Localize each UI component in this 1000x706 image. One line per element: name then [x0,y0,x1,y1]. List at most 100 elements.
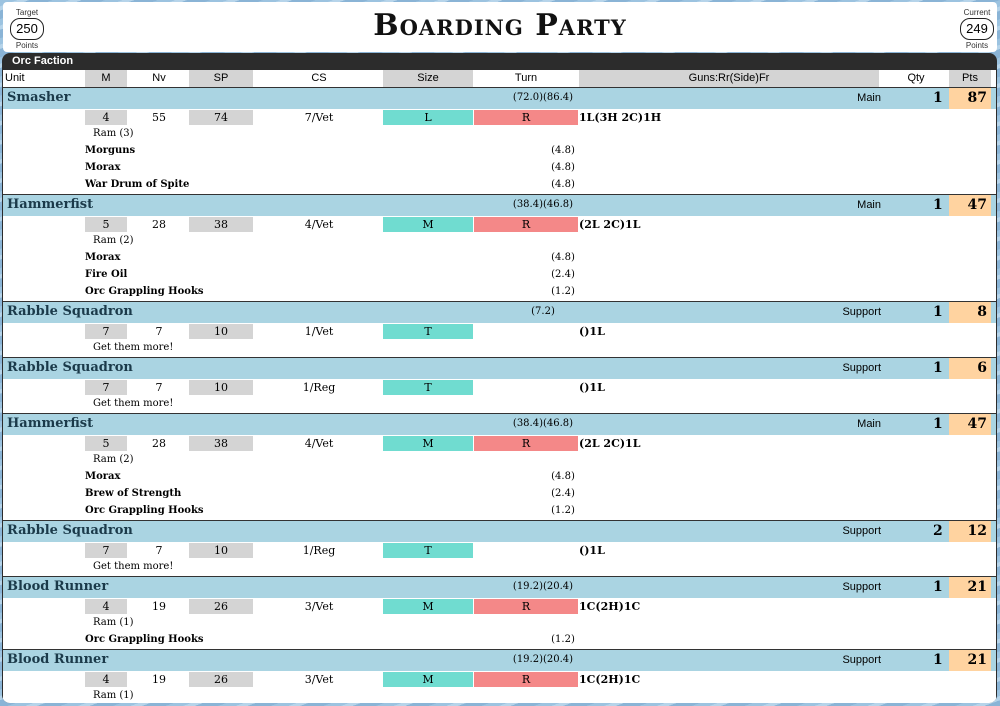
unit-header[interactable]: Rabble Squadron (7.2) Support 1 8 [3,302,996,323]
upgrade-label: Brew of Strength [85,488,182,499]
stat-guns: ()1L [579,325,605,338]
unit-list: Smasher (72.0)(86.4) Main 1 87 4 55 74 7/Vet L R 1L… [3,88,996,703]
unit-role: Main [857,199,881,211]
stat-nv: 7 [155,325,163,338]
upgrade-line: Get them more! [3,340,996,357]
upgrade-cost: (2.4) [551,488,575,499]
unit-stats: 4 19 26 3/Vet M R 1C(2H)1C [3,671,996,688]
unit-cost: (19.2)(20.4) [512,654,574,665]
upgrade-label: Ram (1) [93,617,134,628]
roster-table: Unit M Nv SP CS Size Turn Guns:Rr(Side)F… [3,70,996,703]
unit-points: 21 [949,650,991,671]
unit-role: Support [842,654,881,666]
unit-qty[interactable]: 1 [933,579,943,595]
unit-entry[interactable]: Rabble Squadron Support 2 12 7 7 10 1/Reg T ()1L G… [3,521,996,577]
stat-sp: 10 [189,380,253,395]
unit-qty[interactable]: 1 [933,416,943,432]
col-qty: Qty [907,72,925,84]
upgrade-line: Ram (2) [3,233,996,250]
unit-header[interactable]: Hammerfist (38.4)(46.8) Main 1 47 [3,195,996,216]
stat-sp: 10 [189,324,253,339]
stat-sp: 10 [189,543,253,558]
unit-cost: (72.0)(86.4) [512,92,574,103]
stat-turn: R [474,599,578,614]
stat-cs: 3/Vet [304,600,334,613]
unit-role: Main [857,92,881,104]
unit-name[interactable]: Rabble Squadron [7,360,133,375]
target-unit: Points [15,41,39,50]
stat-guns: 1C(2H)1C [579,600,641,613]
unit-header[interactable]: Hammerfist (38.4)(46.8) Main 1 47 [3,414,996,435]
stat-turn: R [474,217,578,232]
unit-entry[interactable]: Rabble Squadron (7.2) Support 1 8 7 7 10 1/Vet T (… [3,302,996,358]
unit-qty[interactable]: 1 [933,304,943,320]
unit-role: Support [842,306,881,318]
stat-size: M [383,599,473,614]
unit-entry[interactable]: Hammerfist (38.4)(46.8) Main 1 47 5 28 38 4/Vet M… [3,195,996,302]
unit-name[interactable]: Blood Runner [7,652,109,667]
target-label: Target [15,8,39,17]
current-points: Current 249 Points [960,8,994,50]
unit-qty[interactable]: 1 [933,197,943,213]
stat-cs: 4/Vet [304,437,334,450]
unit-points: 12 [949,521,991,542]
unit-entry[interactable]: Blood Runner (19.2)(20.4) Support 1 21 4 19 26 3… [3,650,996,703]
unit-qty[interactable]: 1 [933,360,943,376]
upgrade-label: War Drum of Spite [85,179,190,190]
column-header: Unit M Nv SP CS Size Turn Guns:Rr(Side)F… [3,70,996,88]
upgrade-label: Orc Grappling Hooks [85,286,204,297]
unit-qty[interactable]: 2 [933,523,943,539]
current-value: 249 [960,18,994,40]
stat-guns: 1L(3H 2C)1H [579,111,662,124]
upgrade-line: Ram (3) [3,126,996,143]
unit-header[interactable]: Rabble Squadron Support 2 12 [3,521,996,542]
unit-name[interactable]: Hammerfist [7,416,94,431]
upgrade-label: Get them more! [93,342,174,353]
current-label: Current [963,8,991,17]
stat-nv: 19 [152,673,166,686]
unit-header[interactable]: Blood Runner (19.2)(20.4) Support 1 21 [3,650,996,671]
unit-header[interactable]: Rabble Squadron Support 1 6 [3,358,996,379]
unit-entry[interactable]: Hammerfist (38.4)(46.8) Main 1 47 5 28 38 4/Vet M… [3,414,996,521]
unit-name[interactable]: Rabble Squadron [7,523,133,538]
unit-name[interactable]: Blood Runner [7,579,109,594]
upgrade-label: Orc Grappling Hooks [85,634,204,645]
col-pts: Pts [949,70,991,87]
target-value[interactable]: 250 [10,18,44,40]
upgrade-label: Ram (1) [93,690,134,701]
unit-qty[interactable]: 1 [933,90,943,106]
upgrade-cost: (1.2) [551,634,575,645]
upgrade-label: Get them more! [93,561,174,572]
target-points: Target 250 Points [10,8,44,50]
upgrade-line: Get them more! [3,559,996,576]
col-m: M [85,70,127,87]
stat-size: M [383,436,473,451]
stat-nv: 19 [152,600,166,613]
unit-entry[interactable]: Rabble Squadron Support 1 6 7 7 10 1/Reg T ()1L Ge… [3,358,996,414]
stat-cs: 3/Vet [304,673,334,686]
unit-name[interactable]: Hammerfist [7,197,94,212]
page-header: Target 250 Points Boarding Party Current… [3,2,997,52]
upgrade-cost: (1.2) [551,286,575,297]
roster-panel: Orc Faction Unit M Nv SP CS Size Turn Gu… [2,53,997,703]
stat-cs: 1/Reg [302,544,336,557]
unit-qty[interactable]: 1 [933,652,943,668]
unit-entry[interactable]: Smasher (72.0)(86.4) Main 1 87 4 55 74 7/Vet L R 1L… [3,88,996,195]
stat-sp: 26 [189,599,253,614]
unit-name[interactable]: Rabble Squadron [7,304,133,319]
col-unit: Unit [5,72,25,84]
upgrade-label: Orc Grappling Hooks [85,505,204,516]
col-turn: Turn [514,72,538,84]
unit-header[interactable]: Smasher (72.0)(86.4) Main 1 87 [3,88,996,109]
stat-m: 7 [85,380,127,395]
unit-role: Support [842,362,881,374]
unit-entry[interactable]: Blood Runner (19.2)(20.4) Support 1 21 4 19 26 3… [3,577,996,650]
unit-cost: (19.2)(20.4) [512,581,574,592]
unit-header[interactable]: Blood Runner (19.2)(20.4) Support 1 21 [3,577,996,598]
stat-m: 5 [85,217,127,232]
unit-name[interactable]: Smasher [7,90,71,105]
unit-stats: 5 28 38 4/Vet M R (2L 2C)1L [3,216,996,233]
stat-nv: 55 [152,111,166,124]
upgrade-line: Orc Grappling Hooks (1.2) [3,284,996,301]
unit-stats: 7 7 10 1/Reg T ()1L [3,542,996,559]
